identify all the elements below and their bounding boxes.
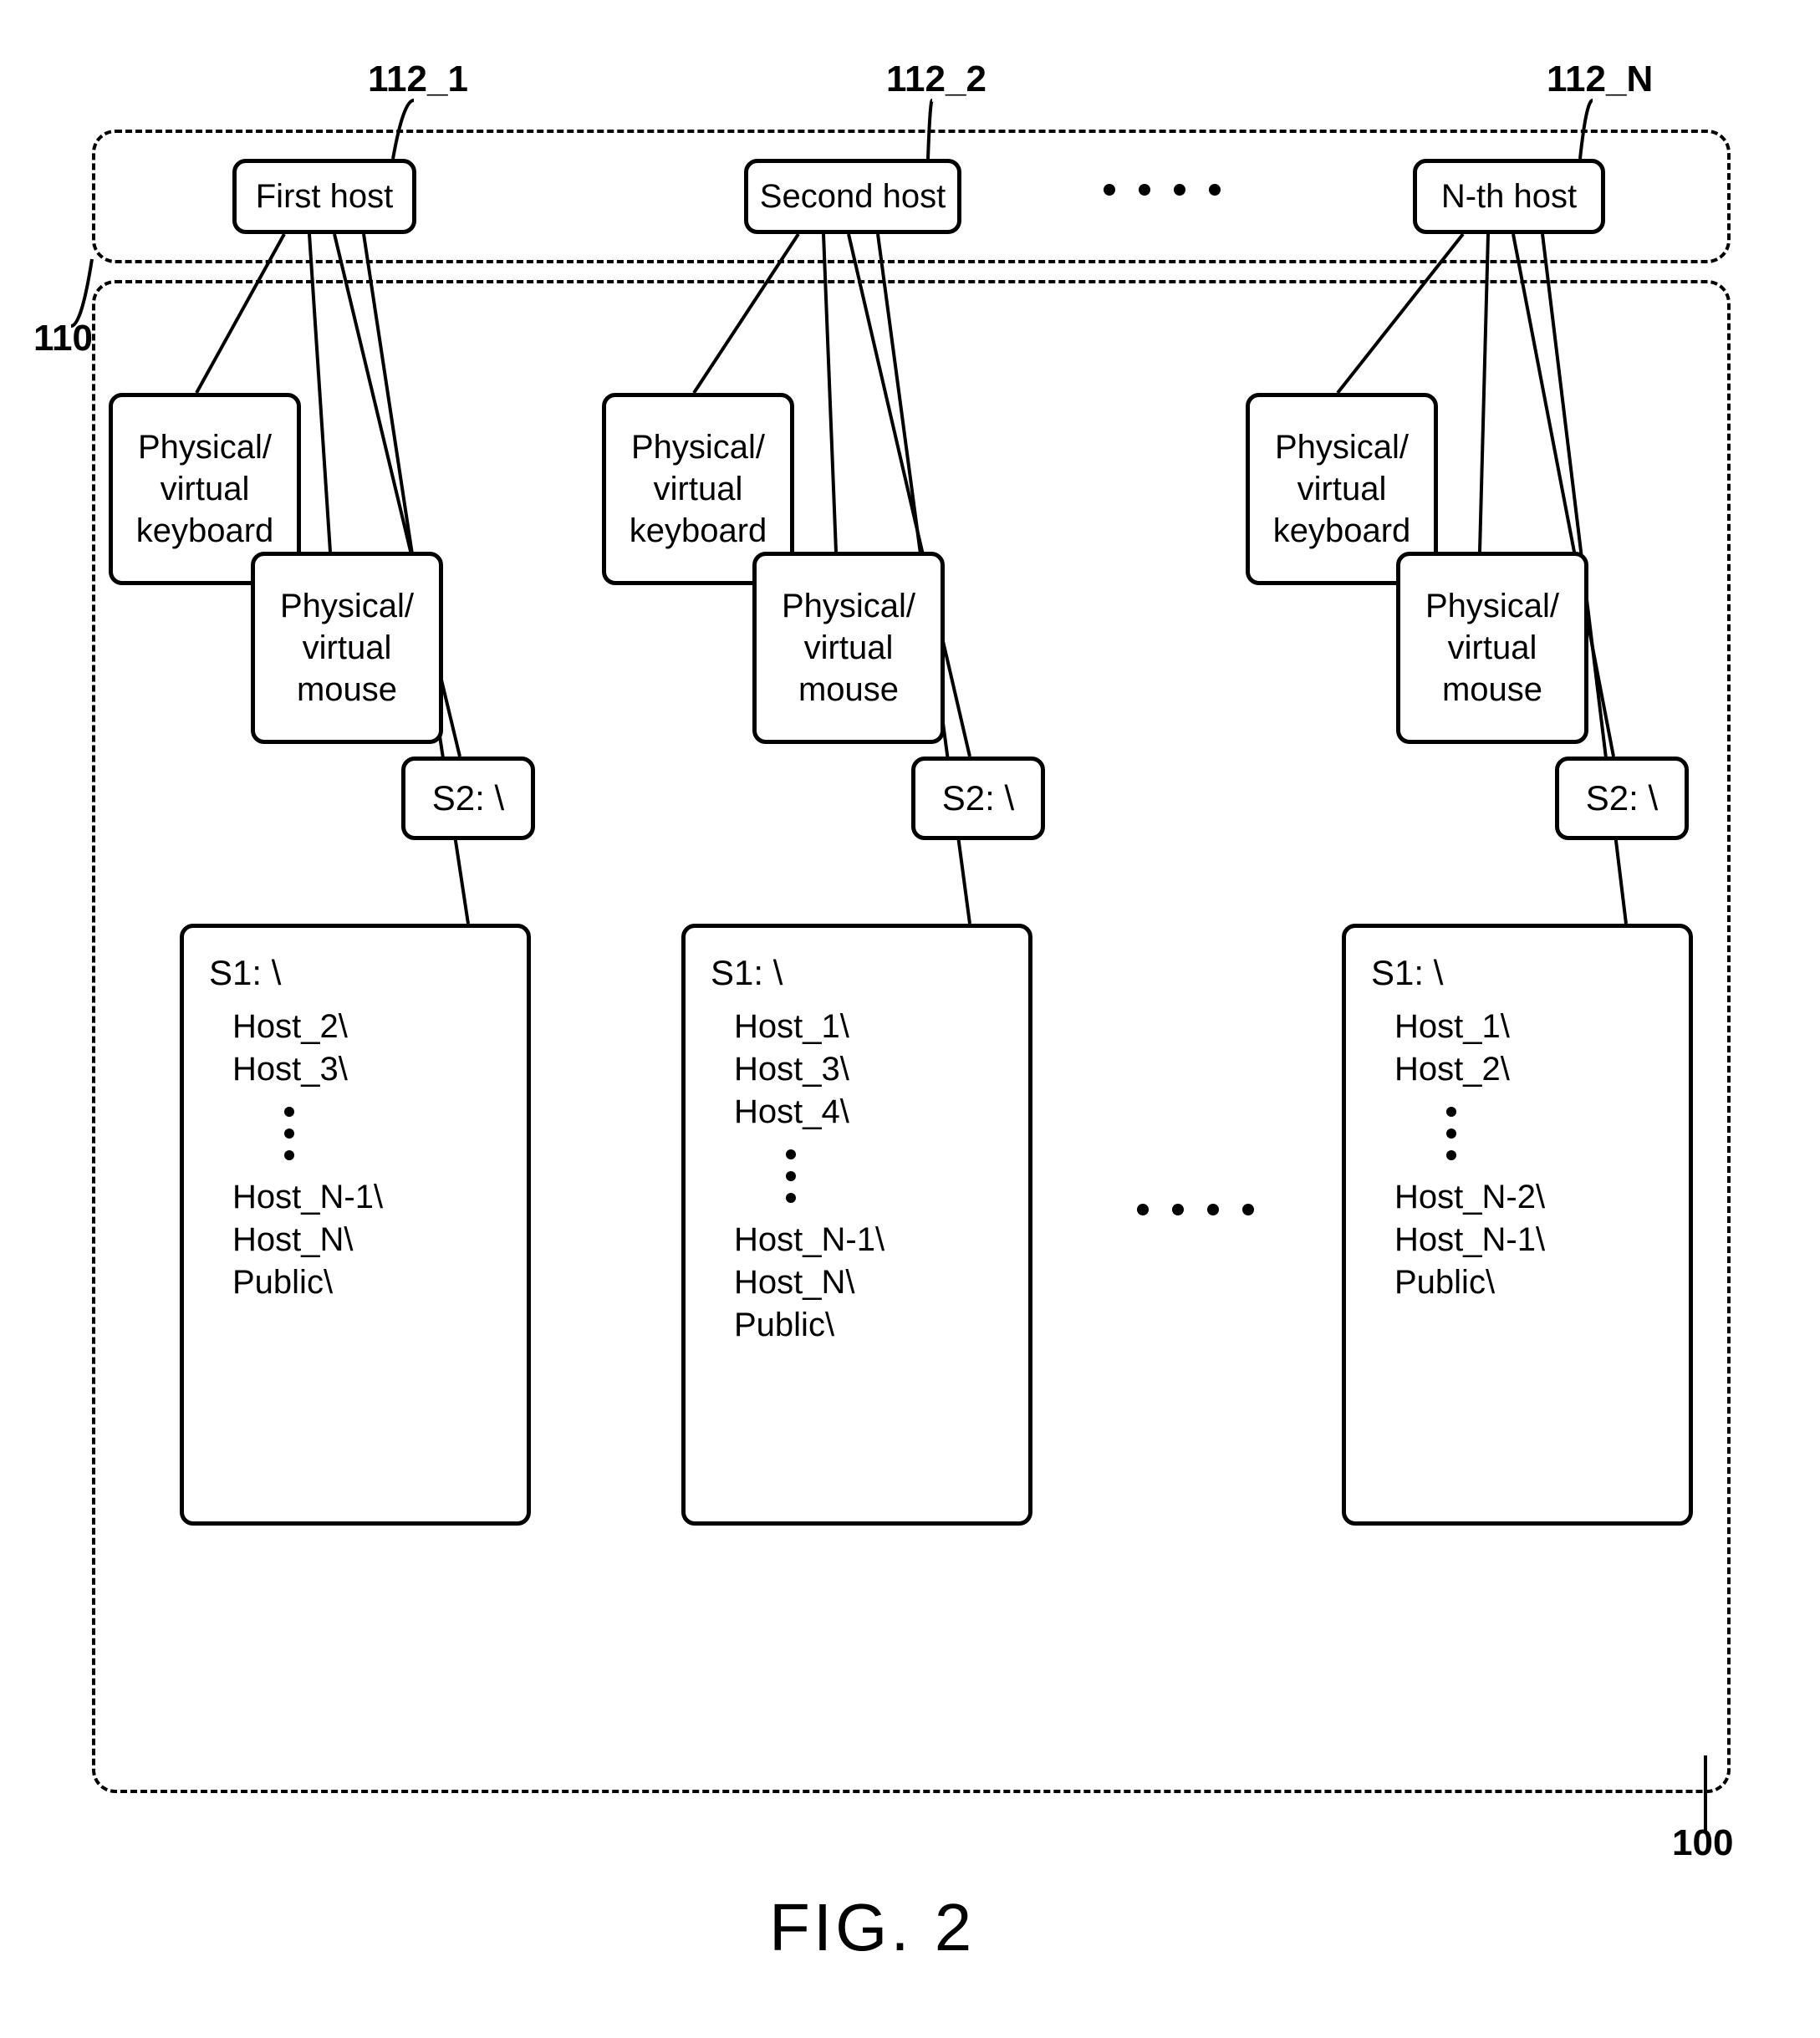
mouse-node: Physical/virtualmouse [1396,552,1588,744]
reference-label: 112_2 [886,59,986,100]
figure-label: FIG. 2 [769,1889,975,1966]
mouse-node: Physical/virtualmouse [251,552,443,744]
reference-label: 112_N [1547,59,1653,100]
ellipsis-dots [1137,1204,1254,1215]
folder-node: S1: \Host_2\Host_3\Host_N-1\Host_N\Publi… [180,924,531,1526]
reference-label: 100 [1672,1822,1733,1864]
drive-node: S2: \ [1555,757,1689,840]
diagram-canvas: FIG. 2 First host Second host N-th host Phy… [33,33,1787,2005]
drive-node: S2: \ [911,757,1045,840]
folder-node: S1: \Host_1\Host_3\Host_4\Host_N-1\Host_… [681,924,1032,1526]
drive-node: S2: \ [401,757,535,840]
mouse-node: Physical/virtualmouse [752,552,945,744]
host-node: Second host [744,159,961,234]
reference-label: 112_1 [368,59,468,100]
ellipsis-dots [1104,184,1221,196]
reference-label: 110 [33,318,93,359]
folder-node: S1: \Host_1\Host_2\Host_N-2\Host_N-1\Pub… [1342,924,1693,1526]
host-node: N-th host [1413,159,1605,234]
host-node: First host [232,159,416,234]
